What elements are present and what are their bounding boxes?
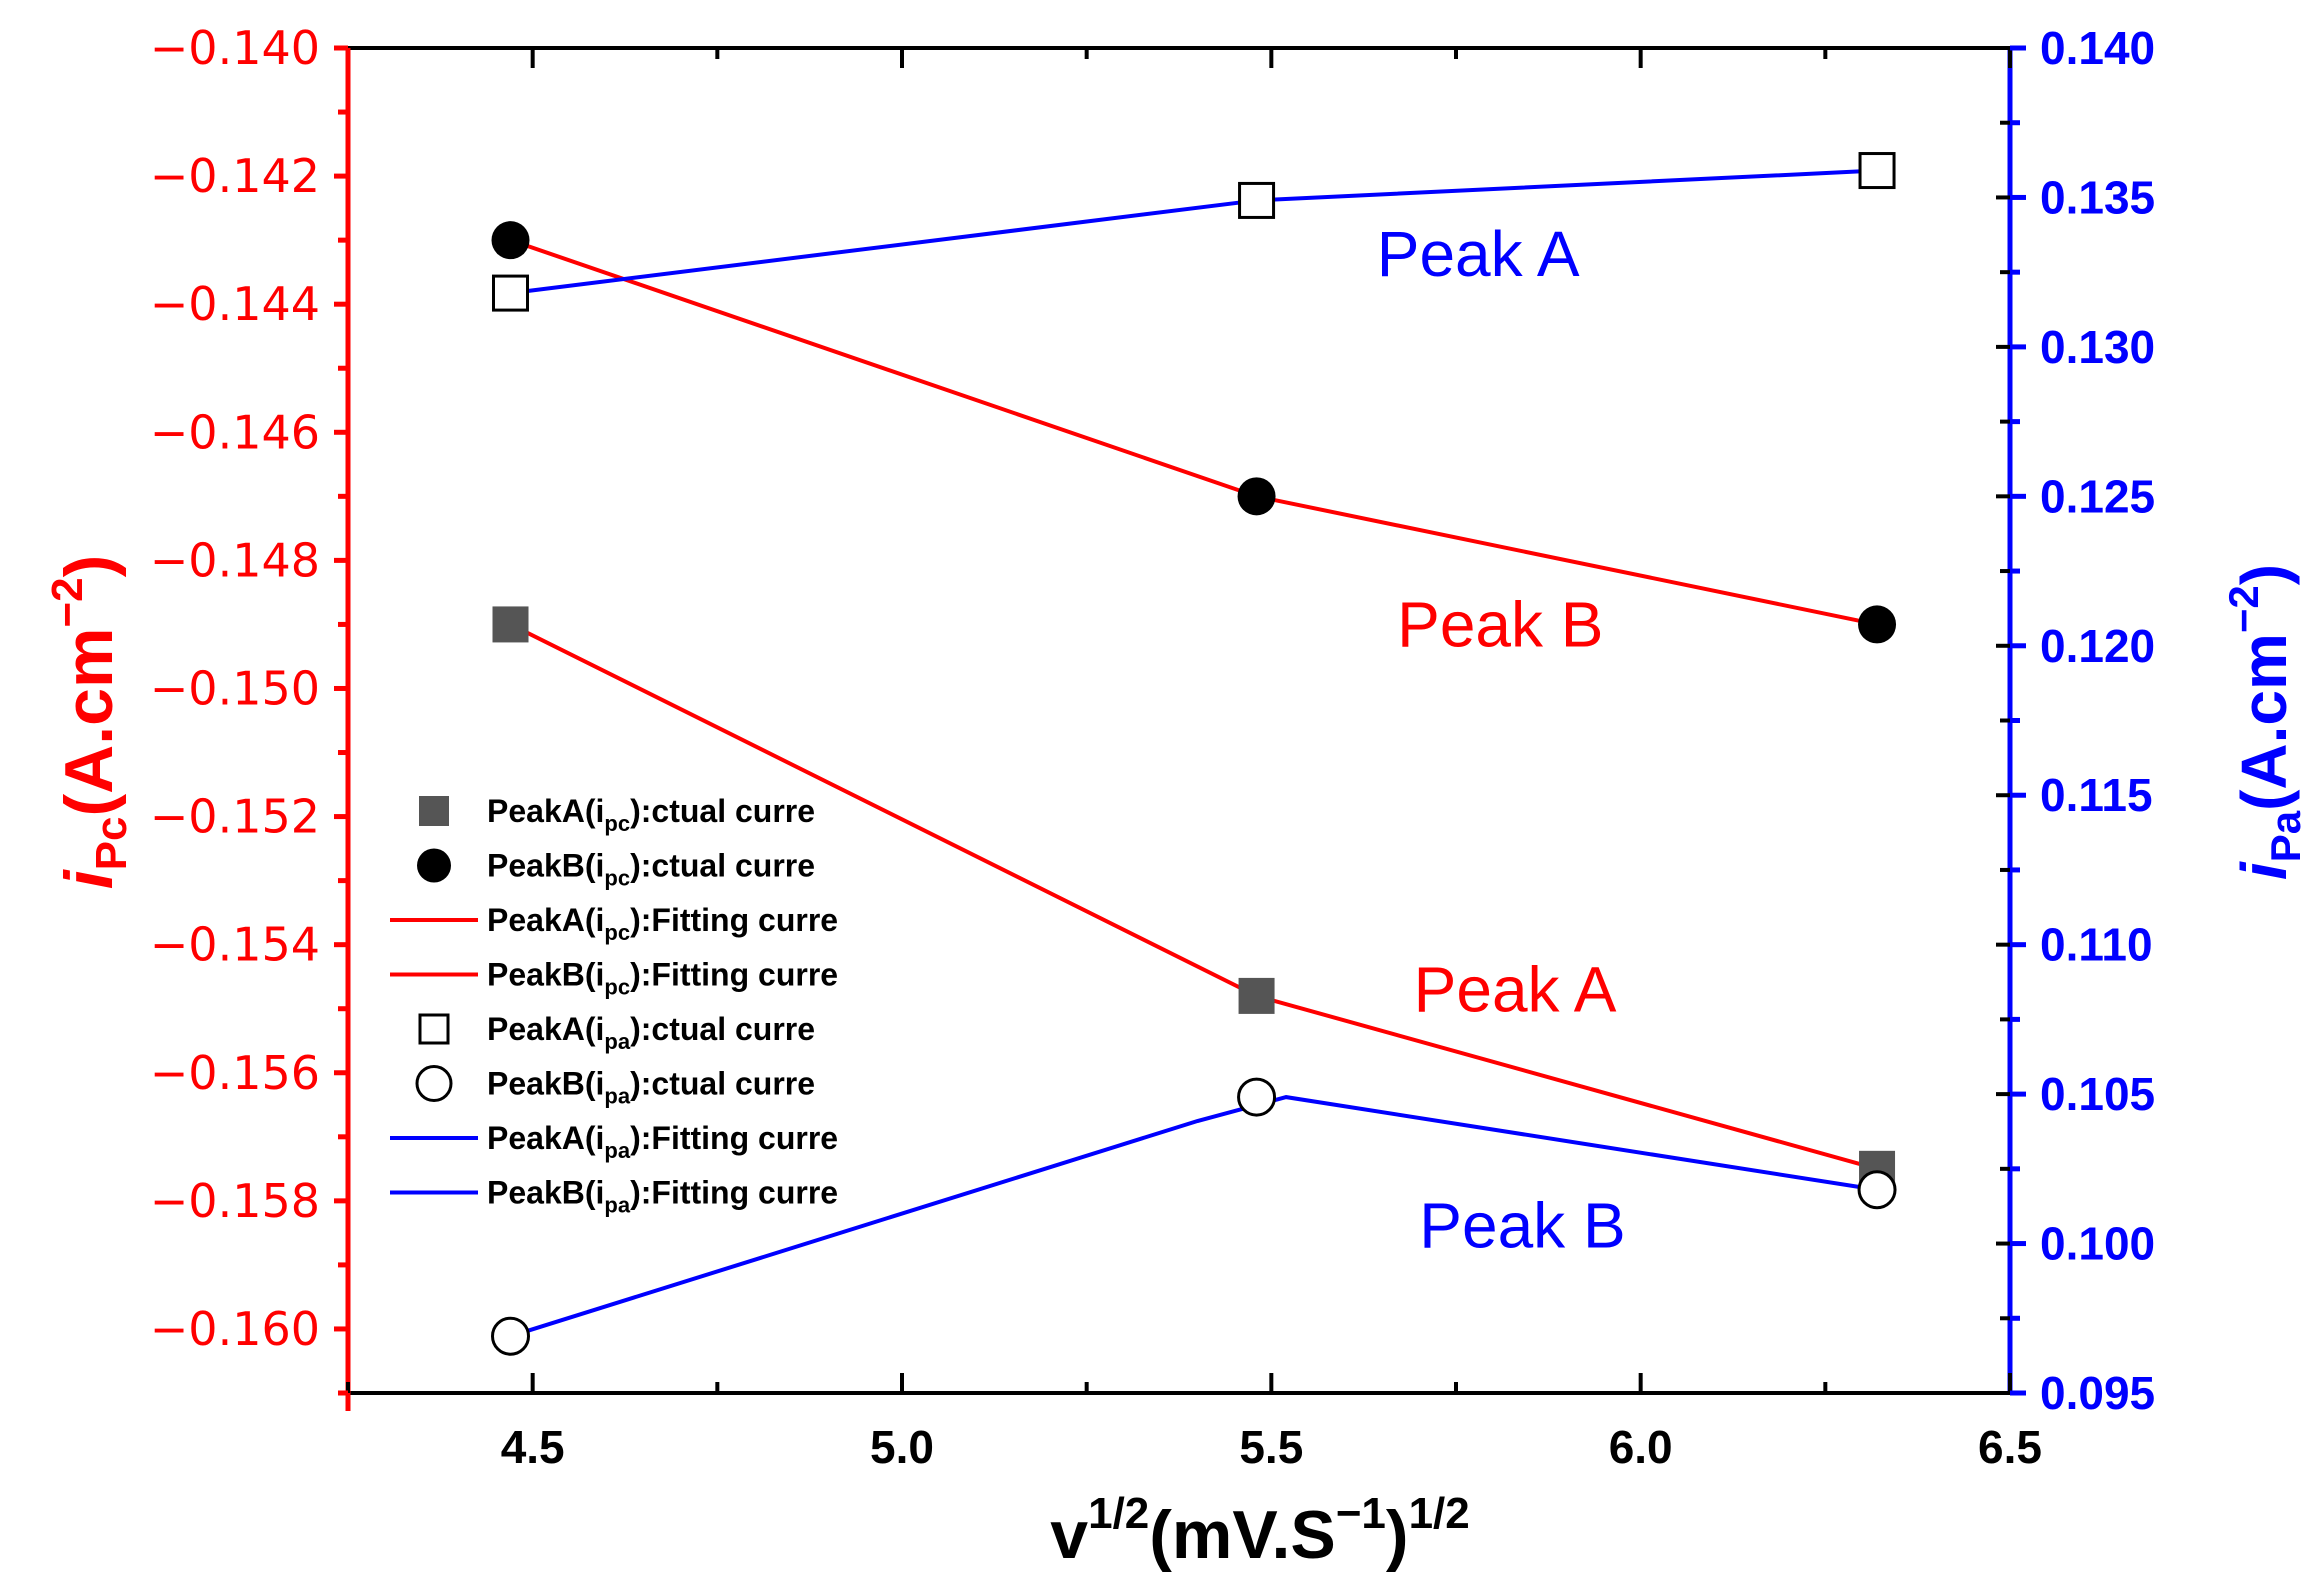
- legend-marker-circle: [417, 848, 451, 883]
- data-point-open-circle: [1237, 1077, 1277, 1117]
- right-y-tick-label: 0.125: [2040, 470, 2155, 522]
- data-point-open-square: [492, 274, 530, 312]
- data-point-circle: [491, 221, 530, 260]
- data-point-square: [492, 606, 529, 643]
- data-point-open-circle: [491, 1316, 531, 1356]
- right-y-tick-label: 0.110: [2040, 919, 2153, 971]
- peak-annotation: Peak A: [1377, 218, 1580, 290]
- left-y-axis-title: iPc(A.cm−2): [43, 555, 136, 890]
- x-tick-label: 6.5: [1978, 1421, 2042, 1473]
- legend-entry-label: PeakA(ipc):Fitting curre: [487, 902, 838, 945]
- left-y-tick-label: −0.144: [150, 277, 320, 331]
- right-y-tick-label: 0.140: [2040, 22, 2155, 74]
- legend-marker-open-circle: [415, 1065, 453, 1102]
- legend-entry-label: PeakB(ipc):Fitting curre: [487, 957, 838, 1000]
- left-y-tick-label: −0.160: [150, 1302, 320, 1356]
- axes-layer: 4.5 5.0 5.5 6.0 6.5 −0.140 −0.142 −0.144 −0.146 −…: [150, 21, 2155, 1473]
- right-y-tick-label: 0.115: [2040, 769, 2153, 821]
- legend-entry-label: PeakB(ipa):Fitting curre: [487, 1175, 838, 1218]
- left-y-tick-label: −0.142: [150, 149, 320, 203]
- series-layer: [491, 152, 1897, 1356]
- data-point-open-square: [1238, 181, 1276, 219]
- left-y-tick-label: −0.156: [150, 1046, 320, 1100]
- data-point-circle: [1858, 605, 1897, 644]
- legend-entry-label: PeakB(ipc):ctual curre: [487, 848, 815, 891]
- right-y-axis-title: iPa(A.cm−2): [2220, 564, 2309, 880]
- right-y-tick-label: 0.120: [2040, 620, 2155, 672]
- left-y-tick-label: −0.146: [150, 405, 320, 459]
- x-tick-label: 5.5: [1239, 1421, 1303, 1473]
- series-line: [509, 238, 1878, 627]
- axis-labels: v1/2(mV.S−1)1/2 iPc(A.cm−2) iPa(A.cm−2): [43, 555, 2309, 1573]
- data-point-square: [1238, 977, 1275, 1014]
- legend-entry-label: PeakA(ipa):Fitting curre: [487, 1120, 838, 1163]
- peak-annotation: Peak B: [1397, 588, 1603, 660]
- left-y-tick-label: −0.140: [150, 21, 320, 75]
- legend-entry-label: PeakB(ipa):ctual curre: [487, 1066, 815, 1109]
- data-point-open-circle: [1857, 1170, 1897, 1210]
- data-point-circle: [1237, 477, 1276, 516]
- right-y-tick-label: 0.105: [2040, 1068, 2155, 1120]
- legend-marker-open-square: [418, 1013, 450, 1045]
- peak-annotation: Peak B: [1419, 1190, 1625, 1262]
- left-y-tick-label: −0.154: [150, 918, 320, 972]
- right-y-tick-label: 0.130: [2040, 321, 2155, 373]
- data-point-open-square: [1858, 152, 1896, 190]
- legend-entry-label: PeakA(ipa):ctual curre: [487, 1011, 815, 1054]
- left-y-tick-label: −0.158: [150, 1174, 320, 1228]
- right-y-tick-label: 0.135: [2040, 171, 2155, 223]
- legend-entry-label: PeakA(ipc):ctual curre: [487, 793, 815, 836]
- annotation-layer: Peak A Peak B Peak A Peak B: [1377, 218, 1626, 1261]
- x-axis-title: v1/2(mV.S−1)1/2: [1050, 1489, 1469, 1573]
- series-line: [510, 168, 1878, 296]
- right-y-tick-label: 0.100: [2040, 1218, 2155, 1270]
- x-tick-label: 5.0: [870, 1421, 934, 1473]
- right-y-tick-label: 0.095: [2040, 1367, 2155, 1419]
- x-tick-label: 6.0: [1609, 1421, 1673, 1473]
- peak-annotation: Peak A: [1414, 954, 1617, 1026]
- left-y-tick-label: −0.148: [150, 533, 320, 587]
- x-tick-label: 4.5: [501, 1421, 565, 1473]
- left-y-tick-label: −0.152: [150, 790, 320, 844]
- legend: PeakA(ipc):ctual curre PeakB(ipc):ctual c…: [390, 793, 838, 1218]
- left-y-tick-label: −0.150: [150, 661, 320, 715]
- legend-marker-square: [419, 796, 449, 826]
